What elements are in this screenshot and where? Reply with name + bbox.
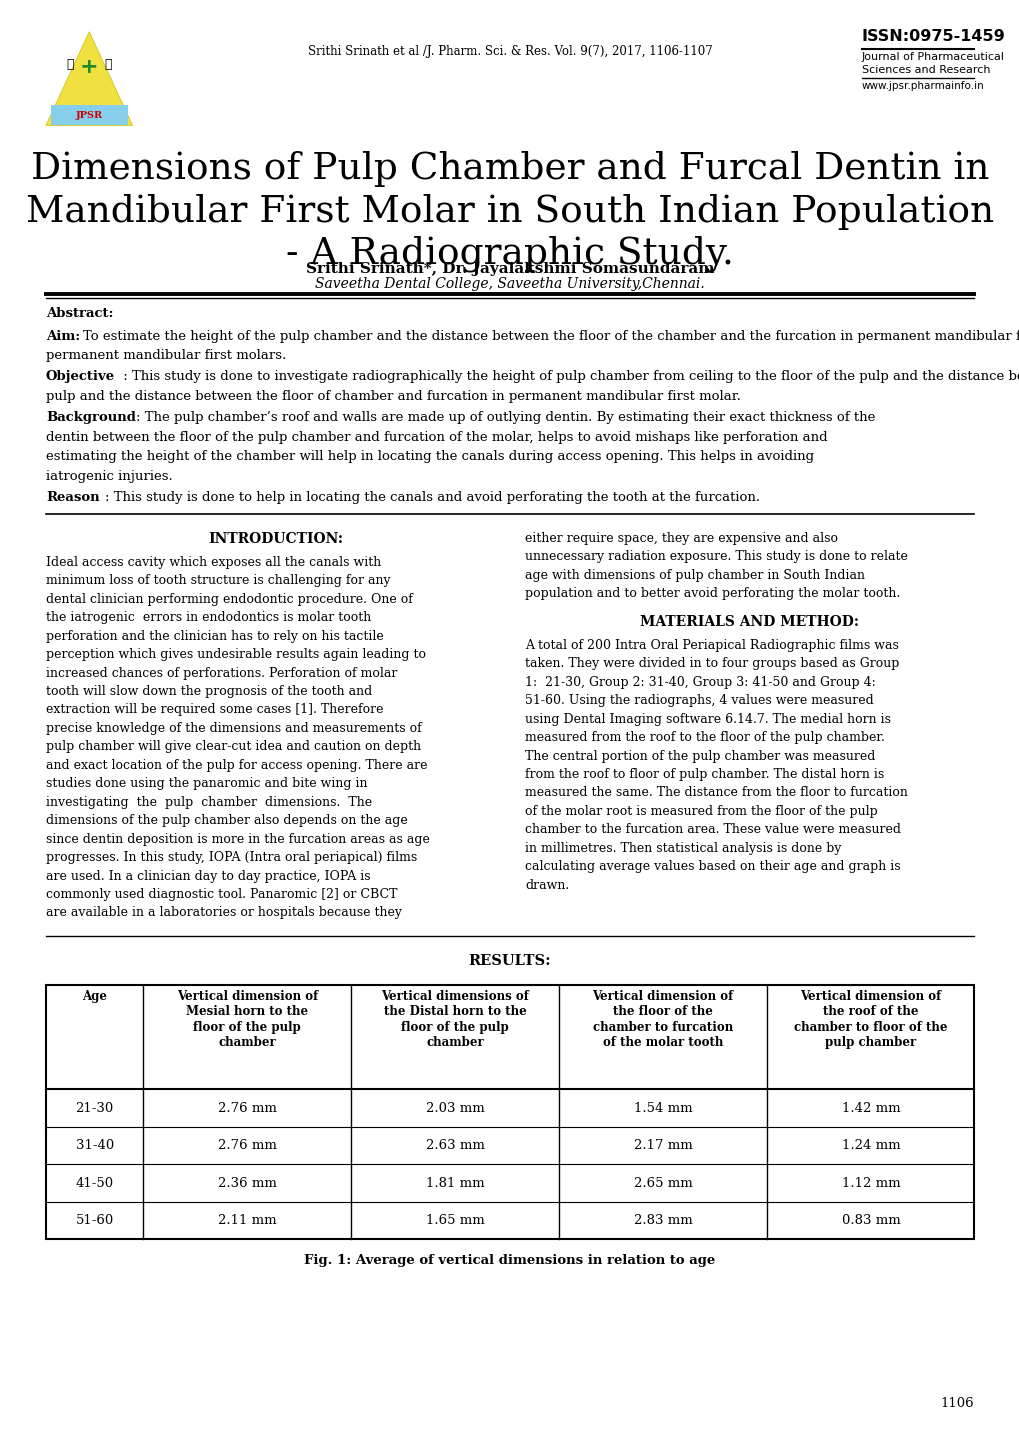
Text: : This study is done to help in locating the canals and avoid perforating the to: : This study is done to help in locating… bbox=[105, 492, 759, 505]
Text: 51-60: 51-60 bbox=[75, 1214, 114, 1227]
Text: RESULTS:: RESULTS: bbox=[468, 953, 551, 968]
Text: dentin between the floor of the pulp chamber and furcation of the molar, helps t: dentin between the floor of the pulp cha… bbox=[46, 431, 826, 444]
Text: studies done using the panaromic and bite wing in: studies done using the panaromic and bit… bbox=[46, 777, 367, 790]
Text: progresses. In this study, IOPA (Intra oral periapical) films: progresses. In this study, IOPA (Intra o… bbox=[46, 851, 417, 864]
Text: and exact location of the pulp for access opening. There are: and exact location of the pulp for acces… bbox=[46, 758, 427, 771]
Text: Reason: Reason bbox=[46, 492, 100, 505]
Text: 🧪: 🧪 bbox=[66, 58, 73, 71]
Text: Saveetha Dental College, Saveetha University,Chennai.: Saveetha Dental College, Saveetha Univer… bbox=[315, 277, 704, 291]
Text: Fig. 1: Average of vertical dimensions in relation to age: Fig. 1: Average of vertical dimensions i… bbox=[304, 1253, 715, 1266]
Text: 🧪: 🧪 bbox=[105, 58, 112, 71]
Text: of the molar root is measured from the floor of the pulp: of the molar root is measured from the f… bbox=[525, 805, 877, 818]
Text: are used. In a clinician day to day practice, IOPA is: are used. In a clinician day to day prac… bbox=[46, 870, 370, 883]
Text: population and to better avoid perforating the molar tooth.: population and to better avoid perforati… bbox=[525, 587, 900, 600]
Text: Vertical dimension of
the floor of the
chamber to furcation
of the molar tooth: Vertical dimension of the floor of the c… bbox=[592, 989, 733, 1050]
Text: 1106: 1106 bbox=[940, 1397, 973, 1410]
Bar bbox=[46, 985, 973, 1239]
Text: precise knowledge of the dimensions and measurements of: precise knowledge of the dimensions and … bbox=[46, 722, 421, 735]
Text: perforation and the clinician has to rely on his tactile: perforation and the clinician has to rel… bbox=[46, 630, 383, 643]
Text: investigating  the  pulp  chamber  dimensions.  The: investigating the pulp chamber dimension… bbox=[46, 796, 372, 809]
Text: 1.24 mm: 1.24 mm bbox=[841, 1139, 900, 1152]
Text: calculating average values based on their age and graph is: calculating average values based on thei… bbox=[525, 861, 900, 874]
Text: To estimate the height of the pulp chamber and the distance between the floor of: To estimate the height of the pulp chamb… bbox=[83, 330, 1019, 343]
Text: Dimensions of Pulp Chamber and Furcal Dentin in
Mandibular First Molar in South : Dimensions of Pulp Chamber and Furcal De… bbox=[25, 151, 994, 273]
Text: unnecessary radiation exposure. This study is done to relate: unnecessary radiation exposure. This stu… bbox=[525, 551, 907, 564]
Text: www.jpsr.pharmainfo.in: www.jpsr.pharmainfo.in bbox=[861, 81, 983, 91]
Text: Vertical dimension of
Mesial horn to the
floor of the pulp
chamber: Vertical dimension of Mesial horn to the… bbox=[176, 989, 318, 1050]
Text: 1.81 mm: 1.81 mm bbox=[426, 1177, 484, 1190]
Text: pulp and the distance between the floor of chamber and furcation in permanent ma: pulp and the distance between the floor … bbox=[46, 389, 740, 402]
Polygon shape bbox=[46, 32, 132, 125]
Text: 51-60. Using the radiographs, 4 values were measured: 51-60. Using the radiographs, 4 values w… bbox=[525, 694, 873, 707]
Text: The central portion of the pulp chamber was measured: The central portion of the pulp chamber … bbox=[525, 750, 875, 763]
Text: 2.11 mm: 2.11 mm bbox=[218, 1214, 276, 1227]
Text: in millimetres. Then statistical analysis is done by: in millimetres. Then statistical analysi… bbox=[525, 842, 841, 855]
Text: measured from the roof to the floor of the pulp chamber.: measured from the roof to the floor of t… bbox=[525, 731, 884, 744]
Text: 31-40: 31-40 bbox=[75, 1139, 114, 1152]
Text: age with dimensions of pulp chamber in South Indian: age with dimensions of pulp chamber in S… bbox=[525, 568, 864, 581]
Text: Journal of Pharmaceutical
Sciences and Research: Journal of Pharmaceutical Sciences and R… bbox=[861, 52, 1004, 75]
Text: 1.42 mm: 1.42 mm bbox=[841, 1102, 900, 1115]
Text: dimensions of the pulp chamber also depends on the age: dimensions of the pulp chamber also depe… bbox=[46, 815, 408, 828]
Text: minimum loss of tooth structure is challenging for any: minimum loss of tooth structure is chall… bbox=[46, 574, 390, 587]
Text: JPSR: JPSR bbox=[75, 111, 103, 120]
Text: 2.65 mm: 2.65 mm bbox=[633, 1177, 692, 1190]
Text: ISSN:0975-1459: ISSN:0975-1459 bbox=[861, 29, 1005, 43]
Text: pulp chamber will give clear-cut idea and caution on depth: pulp chamber will give clear-cut idea an… bbox=[46, 740, 421, 753]
Text: 2.63 mm: 2.63 mm bbox=[425, 1139, 484, 1152]
Text: 1.65 mm: 1.65 mm bbox=[426, 1214, 484, 1227]
Text: measured the same. The distance from the floor to furcation: measured the same. The distance from the… bbox=[525, 786, 907, 799]
Text: INTRODUCTION:: INTRODUCTION: bbox=[208, 532, 342, 545]
Text: the iatrogenic  errors in endodontics is molar tooth: the iatrogenic errors in endodontics is … bbox=[46, 611, 371, 624]
Text: 2.36 mm: 2.36 mm bbox=[218, 1177, 276, 1190]
Text: Vertical dimension of
the roof of the
chamber to floor of the
pulp chamber: Vertical dimension of the roof of the ch… bbox=[794, 989, 947, 1050]
Text: extraction will be required some cases [1]. Therefore: extraction will be required some cases [… bbox=[46, 704, 383, 717]
Text: 2.76 mm: 2.76 mm bbox=[218, 1139, 276, 1152]
Text: since dentin deposition is more in the furcation areas as age: since dentin deposition is more in the f… bbox=[46, 832, 429, 845]
Text: Objective: Objective bbox=[46, 371, 115, 384]
Bar bbox=[51, 105, 127, 125]
Text: : The pulp chamber’s roof and walls are made up of outlying dentin. By estimatin: : The pulp chamber’s roof and walls are … bbox=[136, 411, 874, 424]
Text: +: + bbox=[79, 58, 99, 78]
Text: 2.03 mm: 2.03 mm bbox=[426, 1102, 484, 1115]
Text: 0.83 mm: 0.83 mm bbox=[841, 1214, 900, 1227]
Text: perception which gives undesirable results again leading to: perception which gives undesirable resul… bbox=[46, 647, 426, 660]
Text: Background: Background bbox=[46, 411, 136, 424]
Text: 1.54 mm: 1.54 mm bbox=[633, 1102, 692, 1115]
Text: 41-50: 41-50 bbox=[75, 1177, 113, 1190]
Text: Abstract:: Abstract: bbox=[46, 307, 113, 320]
Text: dental clinician performing endodontic procedure. One of: dental clinician performing endodontic p… bbox=[46, 593, 413, 606]
Text: tooth will slow down the prognosis of the tooth and: tooth will slow down the prognosis of th… bbox=[46, 685, 372, 698]
Text: from the roof to floor of pulp chamber. The distal horn is: from the roof to floor of pulp chamber. … bbox=[525, 769, 883, 782]
Text: are available in a laboratories or hospitals because they: are available in a laboratories or hospi… bbox=[46, 907, 401, 920]
Text: MATERIALS AND METHOD:: MATERIALS AND METHOD: bbox=[640, 614, 858, 629]
Text: Age: Age bbox=[83, 989, 107, 1002]
Text: Aim:: Aim: bbox=[46, 330, 81, 343]
Text: Srithi Srinath et al /J. Pharm. Sci. & Res. Vol. 9(7), 2017, 1106-1107: Srithi Srinath et al /J. Pharm. Sci. & R… bbox=[308, 45, 711, 58]
Text: using Dental Imaging software 6.14.7. The medial horn is: using Dental Imaging software 6.14.7. Th… bbox=[525, 712, 891, 725]
Text: estimating the height of the chamber will help in locating the canals during acc: estimating the height of the chamber wil… bbox=[46, 450, 813, 463]
Text: 2.17 mm: 2.17 mm bbox=[633, 1139, 692, 1152]
Text: A total of 200 Intra Oral Periapical Radiographic films was: A total of 200 Intra Oral Periapical Rad… bbox=[525, 639, 899, 652]
Text: either require space, they are expensive and also: either require space, they are expensive… bbox=[525, 532, 838, 545]
Text: iatrogenic injuries.: iatrogenic injuries. bbox=[46, 470, 172, 483]
Text: drawn.: drawn. bbox=[525, 878, 569, 891]
Text: 1:  21-30, Group 2: 31-40, Group 3: 41-50 and Group 4:: 1: 21-30, Group 2: 31-40, Group 3: 41-50… bbox=[525, 676, 875, 689]
Text: taken. They were divided in to four groups based as Group: taken. They were divided in to four grou… bbox=[525, 658, 899, 671]
Text: permanent mandibular first molars.: permanent mandibular first molars. bbox=[46, 349, 286, 362]
Text: 1.12 mm: 1.12 mm bbox=[841, 1177, 900, 1190]
Text: 21-30: 21-30 bbox=[75, 1102, 114, 1115]
Text: Srithi Srinath*, Dr. Jayalakshmi Somasundaram: Srithi Srinath*, Dr. Jayalakshmi Somasun… bbox=[306, 262, 713, 277]
Text: 2.76 mm: 2.76 mm bbox=[218, 1102, 276, 1115]
Text: Ideal access cavity which exposes all the canals with: Ideal access cavity which exposes all th… bbox=[46, 555, 381, 568]
Text: chamber to the furcation area. These value were measured: chamber to the furcation area. These val… bbox=[525, 823, 901, 836]
Text: Vertical dimensions of
the Distal horn to the
floor of the pulp
chamber: Vertical dimensions of the Distal horn t… bbox=[381, 989, 529, 1050]
Text: increased chances of perforations. Perforation of molar: increased chances of perforations. Perfo… bbox=[46, 666, 396, 679]
Text: : This study is done to investigate radiographically the height of pulp chamber : : This study is done to investigate radi… bbox=[119, 371, 1019, 384]
Text: commonly used diagnostic tool. Panaromic [2] or CBCT: commonly used diagnostic tool. Panaromic… bbox=[46, 888, 397, 901]
Text: 2.83 mm: 2.83 mm bbox=[633, 1214, 692, 1227]
